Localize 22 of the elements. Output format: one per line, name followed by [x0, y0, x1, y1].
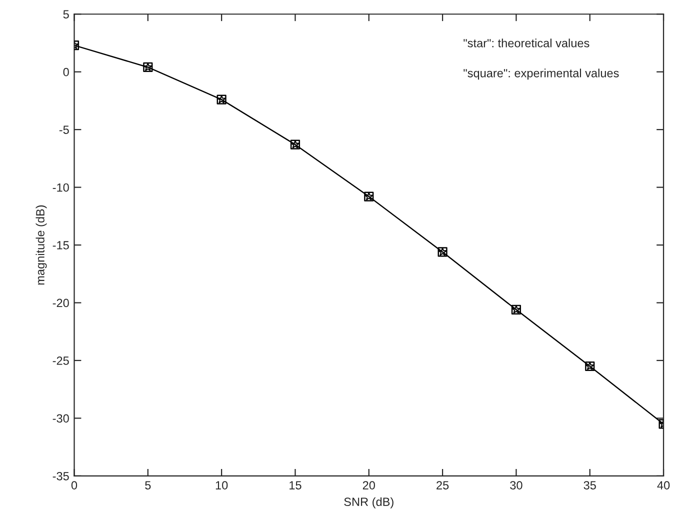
x-tick-label: 20: [362, 481, 375, 490]
x-tick-label: 10: [216, 481, 228, 490]
x-tick-label: 35: [584, 481, 596, 490]
y-axis-title: magnitude (dB): [36, 205, 47, 285]
y-tick-label: -10: [52, 183, 69, 192]
y-tick-label: 5: [63, 10, 69, 19]
y-tick-label: -30: [52, 414, 69, 423]
y-tick-label: -35: [52, 472, 69, 480]
x-axis-title: SNR (dB): [344, 497, 394, 508]
y-tick-label: -5: [59, 126, 69, 134]
y-tick-label: 0: [63, 68, 69, 76]
x-tick-label: 5: [145, 481, 151, 490]
x-tick-label: 15: [290, 481, 302, 490]
annotation: "square": experimental values: [464, 68, 619, 80]
x-tick-label: 30: [510, 481, 522, 490]
y-tick-label: -25: [52, 356, 69, 365]
y-tick-label: -15: [52, 241, 69, 250]
y-tick-label: -20: [52, 298, 69, 308]
x-tick-label: 40: [657, 481, 670, 490]
x-tick-label: 0: [71, 481, 78, 490]
x-tick-label: 25: [436, 481, 449, 490]
annotation: "star": theoretical values: [464, 38, 590, 48]
